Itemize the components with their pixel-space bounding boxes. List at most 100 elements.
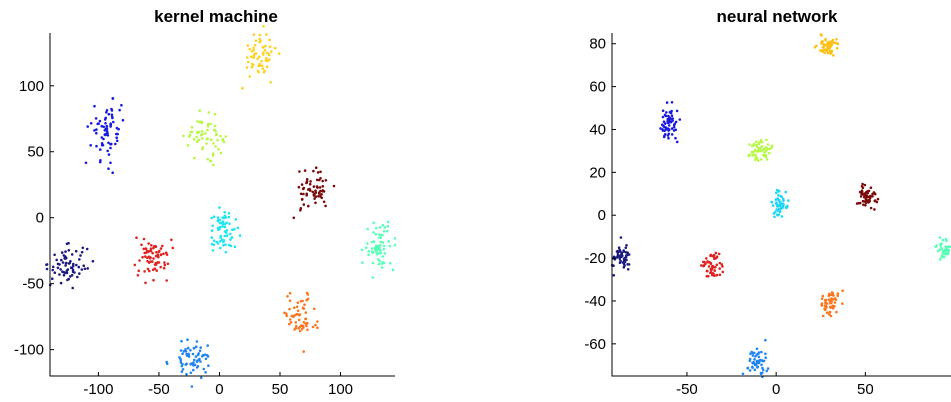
scatter-point <box>715 255 719 258</box>
scatter-point <box>74 249 78 253</box>
scatter-point <box>142 247 145 251</box>
scatter-point <box>712 256 716 259</box>
scatter-point <box>871 195 874 198</box>
scatter-point <box>757 355 761 359</box>
scatter-point <box>198 109 201 112</box>
scatter-point <box>776 204 779 207</box>
scatter-point <box>766 367 770 370</box>
scatter-point <box>71 268 75 272</box>
scatter-point <box>718 267 721 270</box>
scatter-point <box>312 185 316 188</box>
scatter-point <box>753 368 757 372</box>
scatter-point <box>250 62 254 66</box>
scatter-point <box>179 359 183 362</box>
scatter-point <box>221 225 224 228</box>
scatter-point <box>393 237 397 240</box>
scatter-point <box>829 43 833 46</box>
scatter-point <box>256 57 259 61</box>
scatter-point <box>219 246 222 250</box>
scatter-point <box>670 133 674 136</box>
scatter-point <box>612 274 616 277</box>
scatter-point <box>60 251 64 254</box>
scatter-point <box>71 270 75 274</box>
scatter-point <box>619 250 622 253</box>
scatter-point <box>669 117 672 121</box>
scatter-point <box>265 51 269 55</box>
scatter-point <box>322 200 326 204</box>
scatter-point <box>91 259 95 263</box>
scatter-point <box>89 122 93 125</box>
x-tick-label: 100 <box>328 381 353 398</box>
scatter-point <box>195 140 199 143</box>
scatter-point <box>829 301 832 305</box>
scatter-point <box>760 140 764 144</box>
scatter-point <box>210 216 213 220</box>
y-tick-label: -40 <box>584 293 606 310</box>
scatter-point <box>721 270 725 274</box>
scatter-point <box>227 211 231 215</box>
neural-network-ticks: -50 0 50 -60 -40 -20 0 20 40 60 80 <box>584 36 873 398</box>
scatter-point <box>374 232 378 236</box>
scatter-point <box>374 244 378 247</box>
scatter-point <box>298 170 301 173</box>
scatter-point <box>165 279 168 282</box>
scatter-point <box>193 358 196 362</box>
scatter-point <box>763 147 766 151</box>
scatter-point <box>199 376 203 380</box>
scatter-point <box>233 245 237 249</box>
scatter-point <box>181 352 184 356</box>
scatter-point <box>227 215 231 219</box>
scatter-point <box>823 48 827 52</box>
scatter-point <box>826 47 830 50</box>
scatter-point <box>103 129 107 132</box>
scatter-point <box>714 251 718 255</box>
scatter-point <box>102 125 105 129</box>
scatter-point <box>162 266 166 270</box>
scatter-point <box>238 234 242 237</box>
scatter-point <box>104 122 107 125</box>
scatter-point <box>665 101 669 104</box>
scatter-point <box>864 198 868 201</box>
scatter-point <box>826 51 830 55</box>
scatter-point <box>94 117 98 120</box>
scatter-point <box>67 249 71 252</box>
scatter-point <box>294 326 298 330</box>
scatter-point <box>831 298 834 302</box>
scatter-point <box>298 329 302 333</box>
scatter-point <box>71 264 75 268</box>
scatter-point <box>62 273 66 277</box>
scatter-point <box>302 320 306 324</box>
scatter-point <box>869 194 872 198</box>
scatter-point <box>624 251 628 254</box>
scatter-point <box>863 195 867 199</box>
scatter-point <box>224 243 227 246</box>
scatter-point <box>212 243 216 247</box>
scatter-point <box>616 251 620 254</box>
scatter-point <box>82 264 85 268</box>
scatter-point <box>60 258 63 262</box>
scatter-point <box>836 294 839 298</box>
scatter-point <box>182 349 186 353</box>
scatter-point <box>100 136 104 139</box>
scatter-point <box>779 194 783 198</box>
scatter-point <box>382 248 386 251</box>
scatter-point <box>164 251 168 255</box>
scatter-point <box>302 186 306 190</box>
scatter-point <box>98 119 102 123</box>
scatter-point <box>678 118 682 121</box>
scatter-point <box>830 40 833 43</box>
scatter-point <box>185 372 188 376</box>
scatter-point <box>194 355 198 358</box>
scatter-point <box>861 199 865 203</box>
scatter-point <box>825 302 829 305</box>
scatter-point <box>833 41 836 44</box>
scatter-point <box>212 239 216 242</box>
scatter-point <box>107 112 111 116</box>
scatter-point <box>942 255 946 259</box>
scatter-point <box>200 130 204 133</box>
scatter-point <box>109 143 112 146</box>
scatter-point <box>253 43 257 47</box>
y-tick-label: 100 <box>19 78 44 95</box>
scatter-point <box>386 225 390 228</box>
